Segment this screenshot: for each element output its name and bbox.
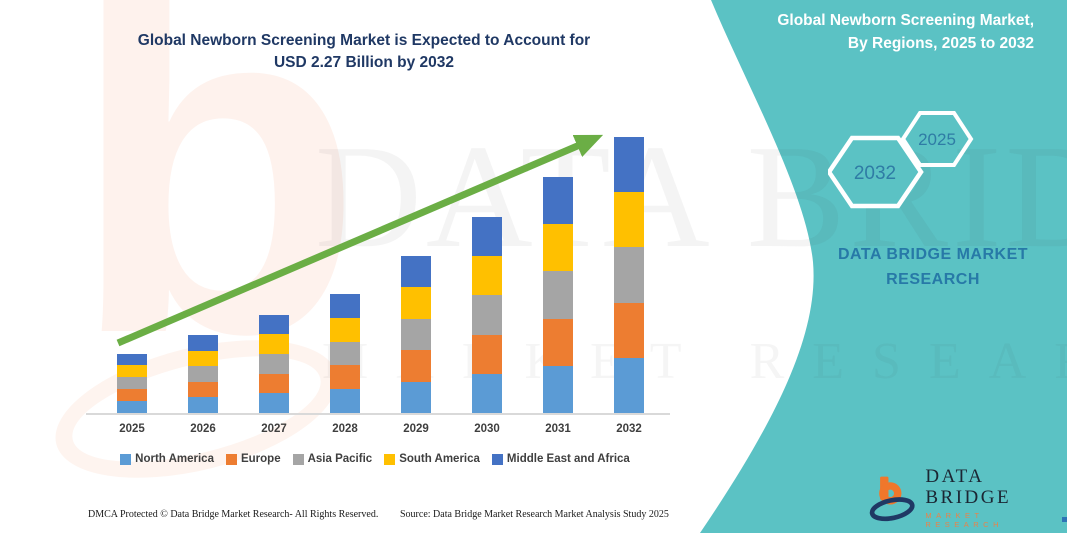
bar-segment-north-america: [543, 365, 573, 413]
legend-label: Asia Pacific: [307, 453, 373, 465]
hexagon-2032: [828, 135, 924, 209]
bar-segment-middle-east-and-africa: [543, 177, 573, 225]
bar-segment-europe: [330, 365, 360, 390]
bar-2029: [401, 256, 431, 413]
legend-label: North America: [135, 453, 214, 465]
bar-segment-middle-east-and-africa: [330, 294, 360, 318]
legend-item-north-america: North America: [120, 453, 214, 465]
legend-swatch: [384, 453, 396, 465]
bar-segment-europe: [259, 373, 289, 394]
bar-segment-middle-east-and-africa: [472, 217, 502, 257]
legend-label: South America: [399, 453, 480, 465]
bar-2025: [117, 353, 147, 413]
bar-segment-asia-pacific: [614, 247, 644, 303]
footer-logo-title: DATA BRIDGE: [925, 466, 1012, 508]
bar-segment-asia-pacific: [117, 377, 147, 390]
bar-chart-plot: [88, 120, 670, 413]
bar-segment-middle-east-and-africa: [188, 335, 218, 351]
x-axis-labels: 2025 2026 2027 2028 2029 2030 2031 2032: [88, 423, 670, 439]
hexagon-2025-label: 2025: [918, 130, 956, 149]
legend-swatch: [120, 453, 132, 465]
bar-segment-europe: [543, 318, 573, 366]
bar-segment-north-america: [117, 401, 147, 413]
legend-swatch: [292, 453, 304, 465]
bar-2028: [330, 294, 360, 413]
panel-brand-line1: DATA BRIDGE MARKET: [837, 246, 1029, 263]
bar-segment-north-america: [401, 381, 431, 413]
side-panel-title-line1: Global Newborn Screening Market,: [777, 12, 1034, 29]
bar-segment-europe: [401, 350, 431, 382]
side-panel-title: Global Newborn Screening Market, By Regi…: [704, 9, 1034, 56]
footer-logo-square: [1062, 517, 1067, 523]
chart-legend: North America Europe Asia Pacific South Ame…: [78, 453, 672, 465]
bar-segment-asia-pacific: [188, 366, 218, 382]
footer-logo: DATA BRIDGE MARKET RESEARCH: [868, 466, 1067, 529]
bar-2031: [543, 177, 573, 413]
bar-segment-north-america: [259, 393, 289, 413]
hexagon-2025: [900, 111, 974, 167]
bar-segment-europe: [117, 389, 147, 402]
x-axis-line: [86, 413, 670, 415]
bar-segment-south-america: [259, 334, 289, 354]
legend-item-europe: Europe: [225, 453, 281, 465]
bar-segment-north-america: [330, 389, 360, 413]
bar-segment-north-america: [188, 397, 218, 413]
data-bridge-logo-icon: [869, 476, 915, 522]
bar-segment-south-america: [401, 287, 431, 319]
footer-logo-text: DATA BRIDGE MARKET RESEARCH: [925, 466, 1067, 529]
legend-label: Europe: [240, 453, 281, 465]
hexagon-2032-label: 2032: [854, 163, 896, 184]
bar-segment-north-america: [614, 357, 644, 413]
bar-segment-middle-east-and-africa: [614, 137, 644, 193]
legend-item-asia-pacific: Asia Pacific: [292, 453, 373, 465]
side-panel-title-line2: By Regions, 2025 to 2032: [847, 35, 1034, 53]
bar-segment-europe: [614, 302, 644, 358]
x-axis-label-2030: 2030: [474, 423, 500, 435]
teal-panel-shape: [700, 0, 1067, 533]
footer-source-text: Source: Data Bridge Market Research Mark…: [400, 509, 669, 520]
bar-segment-europe: [472, 334, 502, 374]
bar-2027: [259, 314, 289, 413]
bar-2030: [472, 217, 502, 413]
x-axis-label-2027: 2027: [261, 423, 287, 435]
legend-item-south-america: South America: [384, 453, 480, 465]
x-axis-label-2025: 2025: [119, 423, 145, 435]
bar-segment-asia-pacific: [472, 295, 502, 335]
footer-logo-subtitle: MARKET RESEARCH: [925, 510, 1004, 529]
bar-segment-south-america: [117, 365, 147, 378]
x-axis-label-2032: 2032: [616, 423, 642, 435]
bar-segment-south-america: [330, 317, 360, 342]
panel-brand-line2: RESEARCH: [886, 270, 980, 288]
chart-title-line2: USD 2.27 Billion by 2032: [273, 54, 455, 72]
bar-segment-north-america: [472, 373, 502, 413]
legend-item-middle-east-and-africa: Middle East and Africa: [491, 453, 630, 465]
bar-segment-asia-pacific: [543, 271, 573, 319]
bar-segment-middle-east-and-africa: [259, 314, 289, 335]
chart-title: Global Newborn Screening Market is Expec…: [88, 30, 640, 75]
bar-segment-south-america: [614, 192, 644, 248]
x-axis-label-2026: 2026: [190, 423, 216, 435]
bar-segment-asia-pacific: [401, 318, 431, 351]
panel-brand-text: DATA BRIDGE MARKET RESEARCH: [830, 243, 1036, 293]
chart-title-line1: Global Newborn Screening Market is Expec…: [137, 32, 591, 49]
bar-segment-middle-east-and-africa: [117, 353, 147, 366]
x-axis-label-2029: 2029: [403, 423, 429, 435]
bar-segment-europe: [188, 381, 218, 398]
legend-swatch: [491, 453, 503, 465]
bar-segment-asia-pacific: [330, 341, 360, 366]
legend-swatch: [225, 453, 237, 465]
x-axis-label-2028: 2028: [332, 423, 358, 435]
bar-segment-middle-east-and-africa: [401, 256, 431, 288]
footer-dmca-text: DMCA Protected © Data Bridge Market Rese…: [88, 509, 379, 520]
legend-label: Middle East and Africa: [506, 453, 630, 465]
x-axis-label-2031: 2031: [545, 423, 571, 435]
bar-segment-south-america: [188, 350, 218, 367]
bar-segment-south-america: [472, 256, 502, 296]
hexagon-badges: 2025 2032: [828, 111, 974, 209]
bar-2026: [188, 335, 218, 413]
bar-2032: [614, 137, 644, 413]
bar-segment-asia-pacific: [259, 353, 289, 374]
bar-segment-south-america: [543, 224, 573, 272]
